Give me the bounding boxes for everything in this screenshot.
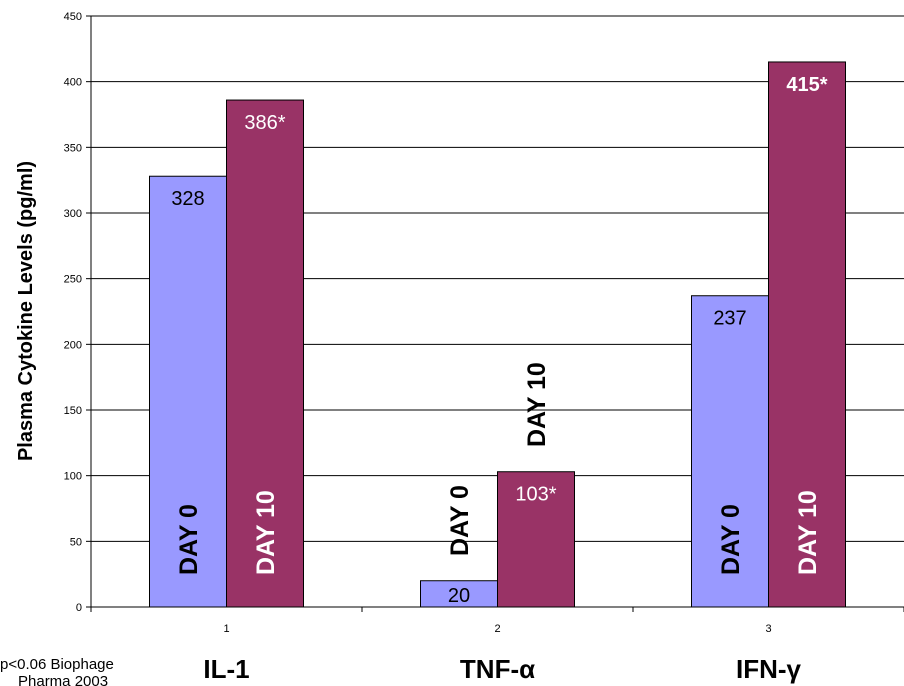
data-label: 237 [713,308,746,330]
y-tick-label: 150 [64,405,82,417]
y-tick-label: 200 [64,339,82,351]
day-tag: DAY 10 [523,362,551,447]
footnote-line-2: Pharma 2003 [18,673,108,686]
axes [86,15,904,612]
y-tick-label: 400 [64,77,82,89]
data-label: 328 [171,188,204,210]
x-tick-label: 1 [223,623,229,635]
labels: 0 50 100 150 200 250 300 350 400 450 1 IL-1 328 DAY 0… [64,11,828,684]
x-tick-label: 2 [494,623,500,635]
day-tag: DAY 0 [175,504,203,575]
data-label: 415* [786,74,827,96]
bars [149,61,846,608]
day-tag: DAY 0 [446,485,474,556]
category-name-il-1: IL-1 [203,654,249,684]
y-tick-label: 50 [70,536,82,548]
data-label: 20 [448,585,470,607]
y-tick-label: 250 [64,274,82,286]
y-tick-label: 450 [64,11,82,23]
y-tick-label: 100 [64,471,82,483]
x-tick-label: 3 [765,623,771,635]
category-name-ifn-gamma: IFN-γ [736,654,802,684]
data-label: 103* [515,484,556,506]
day-tag: DAY 0 [717,504,745,575]
day-tag: DAY 10 [252,490,280,575]
category-name-tnf-alpha: TNF-α [460,654,535,684]
data-label: 386* [244,112,285,134]
bar-day10-ifn-gamma [768,61,846,608]
y-axis-label: Plasma Cytokine Levels (pg/ml) [15,161,37,461]
day-tag: DAY 10 [794,490,822,575]
y-tick-label: 350 [64,142,82,154]
footnote-line-1: p<0.06 Biophage [0,656,114,673]
y-tick-label: 0 [76,602,82,614]
y-tick-label: 300 [64,208,82,220]
